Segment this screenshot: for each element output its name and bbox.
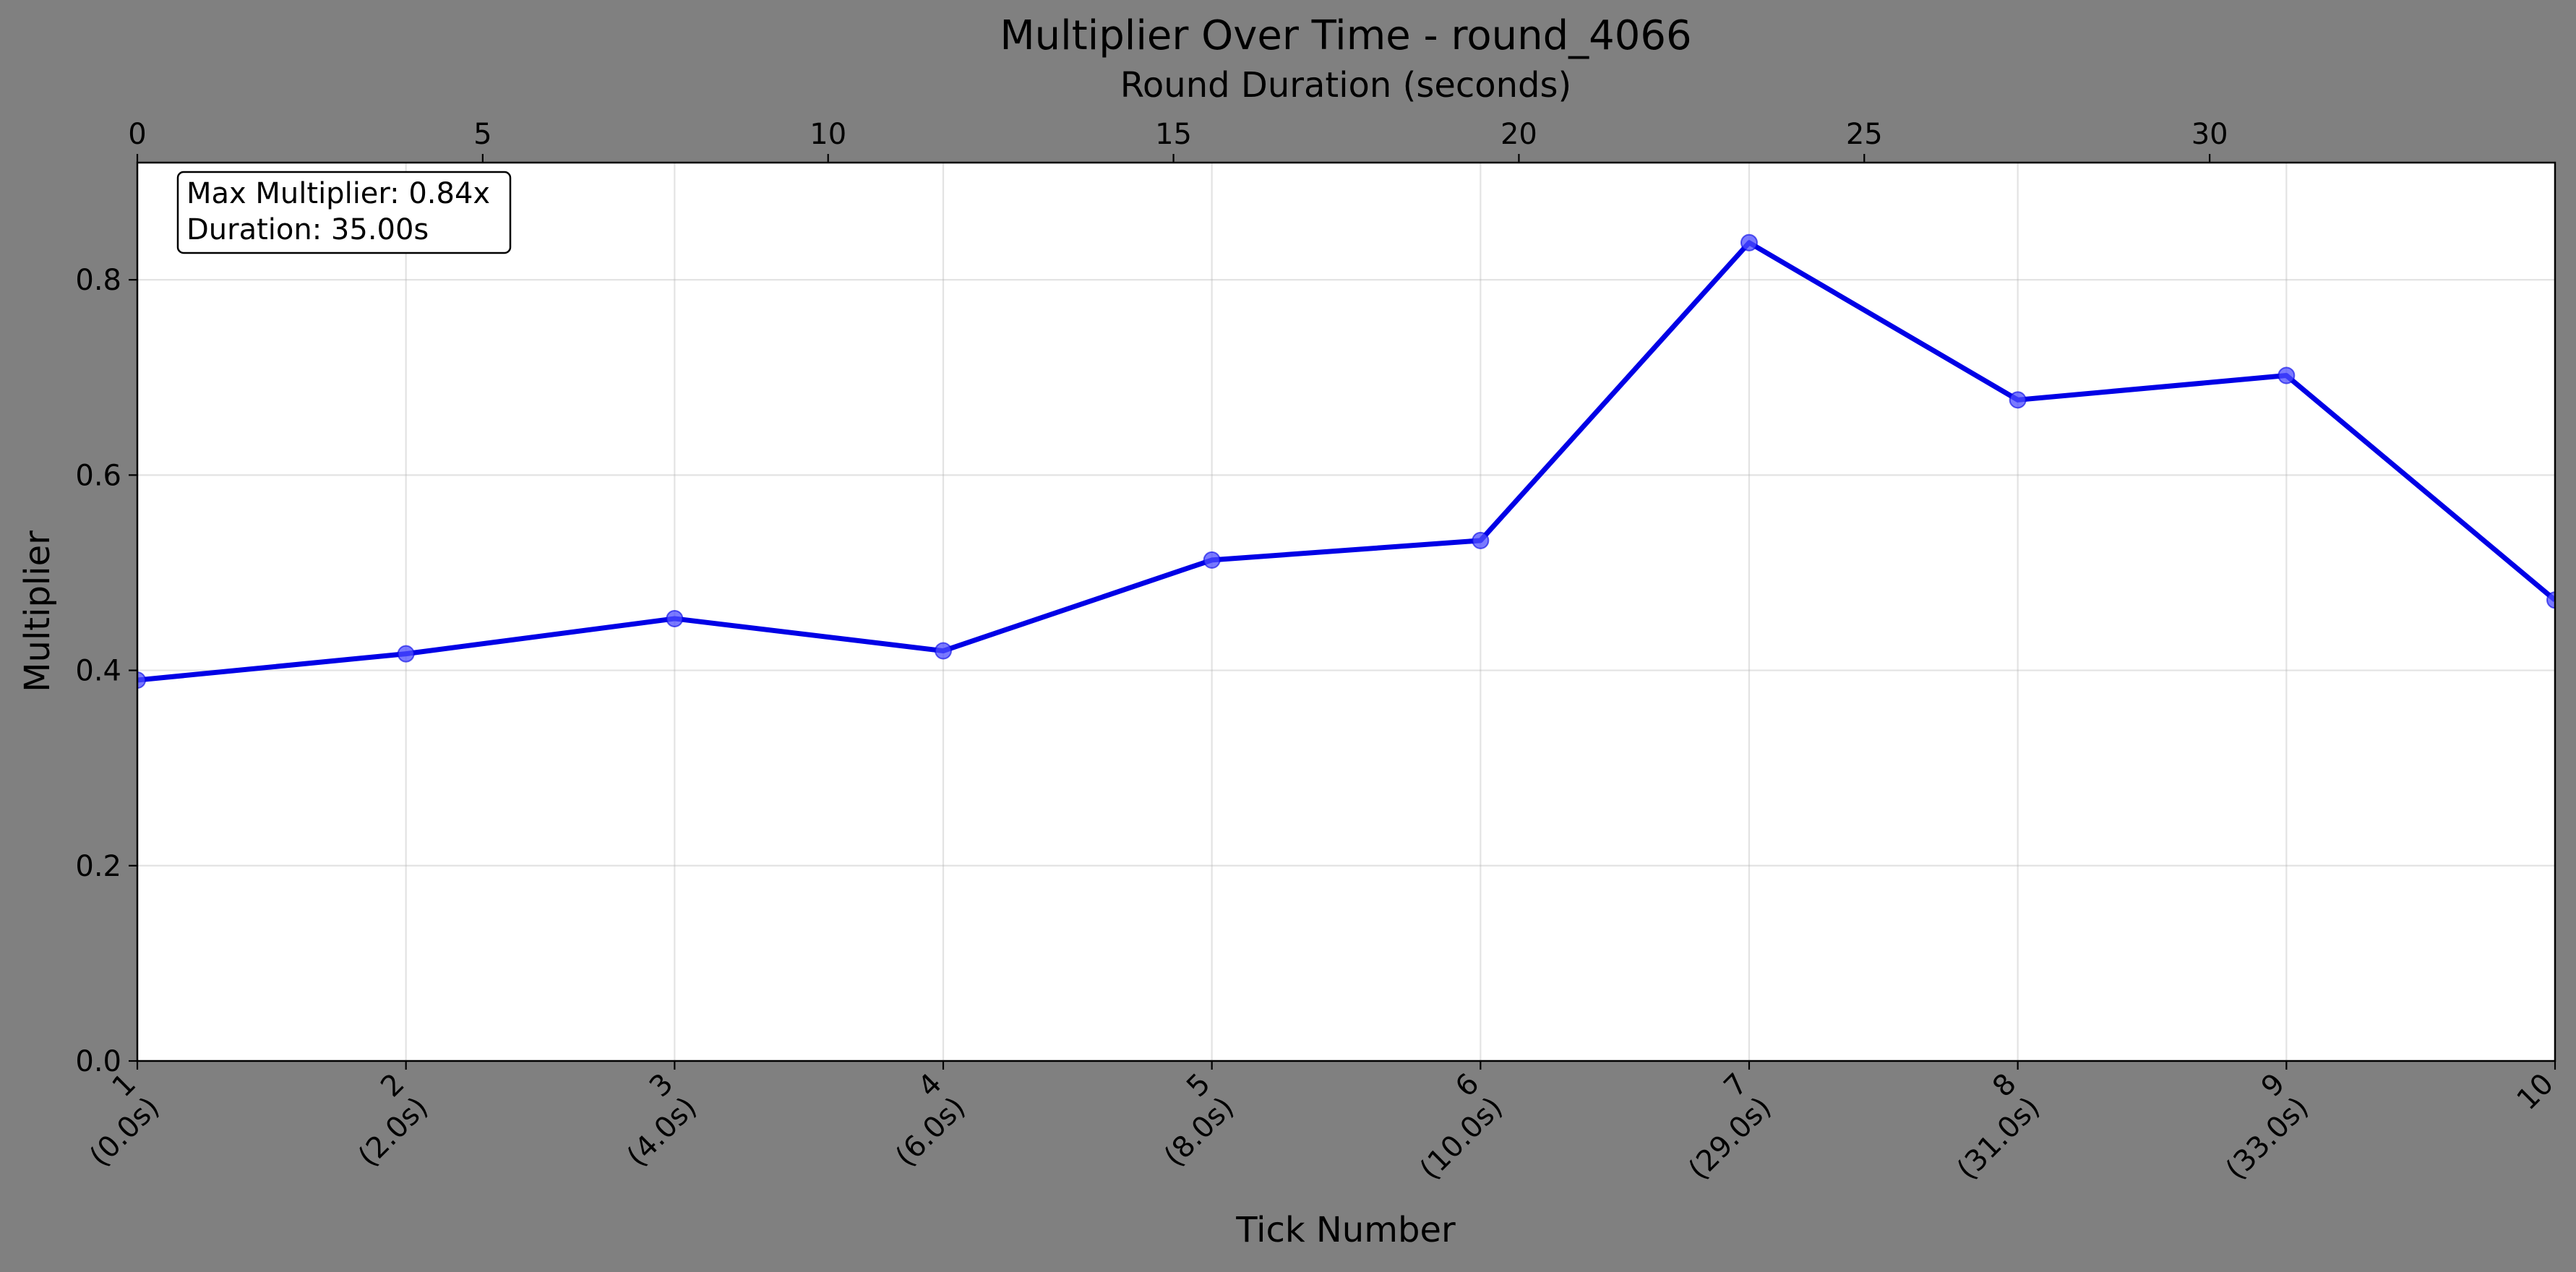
x-tick-label-line: (10.0s)	[1414, 1091, 1509, 1186]
x-tick-label-line: (31.0s)	[1951, 1091, 2046, 1186]
x-tick-label: 6(10.0s)	[1414, 1067, 1509, 1187]
secondary-x-tick-label: 25	[1846, 118, 1883, 151]
x-tick-label: 10	[2511, 1067, 2561, 1117]
x-tick-label-line: 10	[2511, 1067, 2561, 1117]
x-tick-label-line: (29.0s)	[1682, 1091, 1777, 1186]
y-tick-label: 0.0	[75, 1045, 121, 1078]
secondary-x-tick-label: 0	[128, 118, 146, 151]
plot-area	[137, 163, 2555, 1061]
y-axis-label: Multiplier	[17, 530, 58, 692]
data-point	[2546, 591, 2555, 609]
y-tick-label: 0.4	[75, 655, 121, 688]
data-point	[666, 609, 684, 627]
x-tick-label: 3(4.0s)	[621, 1067, 703, 1174]
data-point	[1472, 531, 1490, 549]
y-axis: 0.0 0.2 0.4 0.6 0.8	[75, 264, 137, 1078]
x-tick-label-line: (0.0s)	[83, 1091, 166, 1173]
secondary-x-tick-label: 10	[810, 118, 846, 151]
data-point	[137, 671, 146, 689]
y-tick-label: 0.2	[75, 850, 121, 883]
x-tick-label: 1(0.0s)	[83, 1067, 166, 1174]
chart-title: Multiplier Over Time - round_4066	[1000, 12, 1691, 59]
x-tick-label-line: (33.0s)	[2220, 1091, 2315, 1186]
x-tick-label-line: (2.0s)	[352, 1091, 434, 1173]
x-axis: 1(0.0s) 2(2.0s) 3(4.0s) 4(6.0s) 5(8.0s) 6(10.…	[83, 1061, 2561, 1187]
annotation-max-multiplier: Max Multiplier: 0.84x	[186, 177, 490, 210]
secondary-x-tick-label: 15	[1155, 118, 1192, 151]
y-tick-label: 0.8	[75, 264, 121, 297]
x-tick-label-line: (4.0s)	[621, 1091, 703, 1173]
y-tick-label: 0.6	[75, 459, 121, 492]
annotation-duration: Duration: 35.00s	[186, 213, 429, 246]
x-tick-label: 8(31.0s)	[1951, 1067, 2046, 1187]
secondary-x-axis: 0 5 10 15 20 25 30	[128, 118, 2228, 163]
x-tick-label-line: (8.0s)	[1158, 1091, 1240, 1173]
series-layer	[137, 233, 2555, 689]
x-tick-label: 5(8.0s)	[1158, 1067, 1240, 1174]
plot-frame	[136, 161, 2556, 1062]
annotation-box-frame	[176, 171, 512, 254]
series-line	[137, 240, 2555, 683]
annotation-box: Max Multiplier: 0.84x Duration: 35.00s	[176, 171, 512, 254]
secondary-x-tick-label: 20	[1500, 118, 1537, 151]
data-point	[1203, 551, 1221, 569]
data-point	[397, 645, 415, 663]
x-axis-label: Tick Number	[1235, 1210, 1456, 1250]
data-point	[1740, 233, 1758, 252]
data-point	[935, 642, 952, 660]
x-tick-label: 4(6.0s)	[889, 1067, 971, 1174]
secondary-x-axis-label: Round Duration (seconds)	[1120, 65, 1572, 106]
secondary-x-tick-label: 30	[2191, 118, 2228, 151]
data-point	[2009, 391, 2027, 409]
x-tick-label: 7(29.0s)	[1682, 1067, 1777, 1187]
x-tick-label: 2(2.0s)	[352, 1067, 434, 1174]
data-point	[2277, 366, 2296, 384]
secondary-x-tick-label: 5	[473, 118, 491, 151]
x-tick-label: 9(33.0s)	[2220, 1067, 2315, 1187]
x-tick-label-line: (6.0s)	[889, 1091, 971, 1173]
